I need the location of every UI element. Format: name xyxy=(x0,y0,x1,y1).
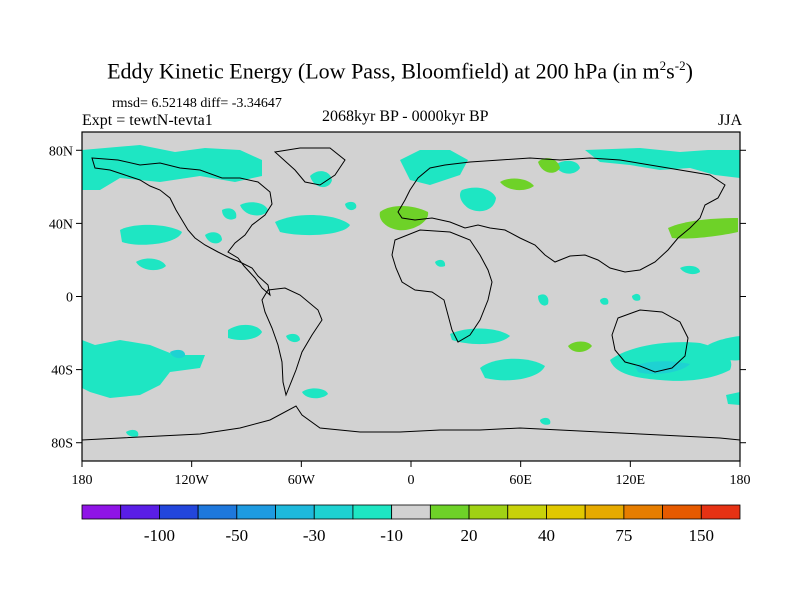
map-background xyxy=(82,132,740,461)
lat-tick-label: 40S xyxy=(51,364,73,379)
coastline-antarctica xyxy=(82,405,740,441)
coastline-australia xyxy=(611,309,689,373)
lon-tick-label: 180 xyxy=(72,473,93,488)
colorbar-swatch xyxy=(507,504,547,520)
experiment-label: Expt = tewtN-tevta1 xyxy=(82,112,213,129)
latitude-ticks: 80N 40N 0 40S 80S xyxy=(49,144,746,452)
longitude-ticks: 180 120W 60W 0 60E 120E 180 xyxy=(72,461,751,488)
anomaly-indonesia-2 xyxy=(632,293,641,301)
colorbar-label: 20 xyxy=(461,526,478,545)
colorbar-label: 75 xyxy=(615,526,632,545)
anomaly-s-pacific-west xyxy=(82,340,205,398)
anomaly-n-atlantic xyxy=(275,214,350,236)
lat-tick-label: 80N xyxy=(49,144,73,159)
anomaly-antarctic-coast xyxy=(126,429,139,437)
colorbar-swatch xyxy=(81,504,122,520)
colorbar-label: -50 xyxy=(225,526,248,545)
anomaly-great-lakes xyxy=(222,208,237,220)
coastline-greenland xyxy=(273,147,346,186)
anomaly-siberia xyxy=(555,160,580,174)
colorbar-label: -30 xyxy=(303,526,326,545)
lon-tick-label: 0 xyxy=(408,473,415,488)
lat-tick-label: 0 xyxy=(66,291,73,306)
coastline-eurasia xyxy=(397,157,726,273)
lat-tick-label: 40N xyxy=(49,217,73,232)
anomaly-tasman xyxy=(708,336,740,361)
colorbar-swatch xyxy=(275,504,315,520)
colorbar-swatch xyxy=(429,504,470,520)
colorbar-swatch xyxy=(546,504,586,520)
anomaly-russia xyxy=(460,187,496,212)
anomaly-chile xyxy=(286,333,300,343)
colorbar-swatch xyxy=(352,504,393,520)
core-s-pacific xyxy=(170,349,186,359)
coastline-north-america xyxy=(91,157,273,297)
anomaly-sahara xyxy=(435,259,446,267)
coastline-south-america xyxy=(261,287,323,397)
anomaly-s-pacific-edge xyxy=(726,392,740,405)
lon-tick-label: 180 xyxy=(730,473,751,488)
colorbar-swatch xyxy=(700,504,741,520)
anomaly-n-pacific xyxy=(82,145,262,190)
season-label: JJA xyxy=(717,112,742,129)
lat-tick-label: 80S xyxy=(51,437,73,452)
colorbar-label: 150 xyxy=(689,526,715,545)
anomaly-pacific-20n xyxy=(136,258,166,271)
coastlines xyxy=(82,147,740,441)
colorbar-label: -10 xyxy=(380,526,403,545)
pos-anomaly-nw-pacific xyxy=(668,218,738,239)
period-label: 2068kyr BP - 0000kyr BP xyxy=(322,108,489,125)
anomaly-drake xyxy=(302,388,328,399)
pos-anomaly-w-siberia xyxy=(538,158,560,173)
colorbar-swatch xyxy=(623,504,663,520)
colorbar-swatch xyxy=(468,504,509,520)
lon-tick-label: 60E xyxy=(509,473,532,488)
pos-anomaly-s-indian xyxy=(568,341,592,352)
map-title: Eddy Kinetic Energy (Low Pass, Bloomfiel… xyxy=(107,58,693,84)
colorbar-label: 40 xyxy=(538,526,555,545)
colorbar-swatch xyxy=(236,504,276,520)
anomaly-w-pacific xyxy=(680,265,700,275)
anomaly-labrador xyxy=(310,171,332,188)
colorbar-swatch xyxy=(584,504,625,520)
anomaly-southern-ocean xyxy=(540,417,551,425)
anomaly-mexico xyxy=(205,232,222,244)
colorbar-swatch xyxy=(120,504,160,520)
lon-tick-label: 120W xyxy=(175,473,210,488)
colorbar-label: -100 xyxy=(144,526,175,545)
lon-tick-label: 120E xyxy=(616,473,646,488)
anomaly-indian-eq xyxy=(538,294,549,306)
anomaly-s-pacific-east xyxy=(228,324,262,340)
negative-anomaly-regions xyxy=(82,145,740,437)
colorbar-swatch xyxy=(197,504,238,520)
colorbar-swatch xyxy=(662,504,702,520)
pos-anomaly-russia xyxy=(500,178,534,191)
anomaly-s-indian xyxy=(480,358,545,381)
anomaly-ne-america xyxy=(240,202,268,216)
colorbar: -100 -50 -30 -10 20 40 75 150 xyxy=(81,504,741,545)
anomaly-ne-pacific xyxy=(120,224,182,245)
stats-label: rmsd= 6.52148 diff= -3.34647 xyxy=(112,96,282,111)
anomaly-indonesia-1 xyxy=(600,297,609,305)
colorbar-swatch xyxy=(313,504,354,520)
anomaly-s-atlantic xyxy=(450,328,510,345)
lon-tick-label: 60W xyxy=(288,473,316,488)
colorbar-swatch xyxy=(159,504,199,520)
coastline-africa xyxy=(391,229,493,343)
colorbar-swatch xyxy=(391,504,431,520)
anomaly-n-atlantic-spot xyxy=(345,201,357,211)
anomaly-arctic-east xyxy=(585,148,740,178)
